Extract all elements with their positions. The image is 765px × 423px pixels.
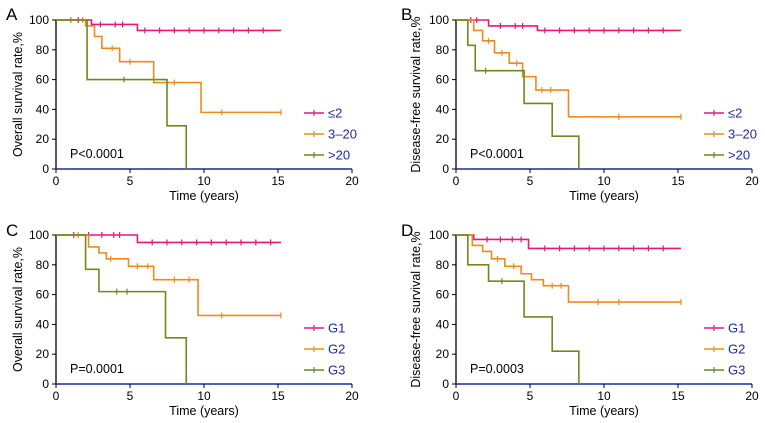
- survival-curve: [56, 19, 188, 169]
- y-tick-label: 100: [429, 228, 449, 242]
- survival-curve: [456, 234, 681, 303]
- survival-curve: [456, 234, 681, 250]
- y-tick-label: 20: [436, 347, 450, 361]
- panel-c: C 0 20 40 60 80 100 0 5 10 15 20 Time (years) Overall…: [6, 221, 359, 418]
- panel-d: D 0 20 40 60 80 100 0 5 10 15 20 Time (years) Disease…: [401, 221, 759, 418]
- legend-label: >20: [328, 148, 350, 163]
- y-tick-label: 60: [36, 73, 50, 87]
- panel-label: B: [401, 5, 412, 24]
- y-tick-label: 60: [436, 73, 450, 87]
- x-tick-label: 5: [127, 389, 134, 403]
- x-axis-label: Time (years): [569, 404, 639, 418]
- y-tick-label: 60: [436, 288, 450, 302]
- y-tick-label: 20: [36, 347, 50, 361]
- x-axis-label: Time (years): [569, 189, 639, 203]
- x-tick-label: 0: [453, 389, 460, 403]
- x-tick-label: 10: [197, 389, 211, 403]
- y-axis-label: Overall survival rate,%: [11, 247, 25, 372]
- legend-label: G3: [328, 363, 345, 378]
- x-axis-label: Time (years): [169, 404, 239, 418]
- survival-curve: [56, 19, 281, 114]
- y-tick-label: 0: [42, 162, 49, 176]
- y-tick-label: 0: [442, 377, 449, 391]
- legend-label: G2: [328, 342, 345, 357]
- panel-label: C: [6, 221, 18, 240]
- survival-curve: [56, 234, 281, 244]
- panel-label: D: [401, 221, 413, 240]
- y-axis-label: Disease-free survival rate,%: [409, 231, 423, 387]
- x-tick-label: 15: [271, 174, 285, 188]
- y-axis-label: Disease-free survival rate,%: [409, 16, 423, 172]
- y-tick-label: 100: [29, 228, 49, 242]
- legend-label: G2: [728, 342, 745, 357]
- panel-b: B 0 20 40 60 80 100 0 5 10 15 20 Time (years) Disease…: [401, 5, 759, 203]
- survival-curve: [456, 234, 580, 384]
- y-tick-label: 60: [36, 288, 50, 302]
- y-tick-label: 40: [36, 317, 50, 331]
- legend-label: ≤2: [328, 106, 342, 121]
- y-tick-label: 20: [36, 132, 50, 146]
- y-tick-label: 0: [442, 162, 449, 176]
- p-value: P<0.0001: [70, 147, 124, 161]
- y-axis-label: Overall survival rate,%: [11, 32, 25, 157]
- x-tick-label: 20: [345, 389, 359, 403]
- legend-label: >20: [728, 148, 750, 163]
- legend-label: ≤2: [728, 106, 742, 121]
- legend-label: G1: [728, 321, 745, 336]
- y-tick-label: 80: [436, 258, 450, 272]
- x-tick-label: 20: [345, 174, 359, 188]
- panel-a: A 0 20 40 60 80 100 0 5 10 15 20 Time (years) Overall…: [6, 5, 359, 203]
- x-axis-label: Time (years): [169, 189, 239, 203]
- legend-label: G1: [328, 321, 345, 336]
- x-tick-label: 10: [597, 389, 611, 403]
- legend-label: 3–20: [728, 127, 757, 142]
- y-tick-label: 40: [436, 102, 450, 116]
- y-tick-label: 40: [36, 102, 50, 116]
- y-tick-label: 80: [36, 43, 50, 57]
- y-tick-label: 80: [436, 43, 450, 57]
- x-tick-label: 10: [197, 174, 211, 188]
- x-tick-label: 15: [271, 389, 285, 403]
- y-tick-label: 40: [436, 317, 450, 331]
- legend-label: G3: [728, 363, 745, 378]
- survival-curve: [56, 234, 281, 317]
- x-tick-label: 20: [745, 174, 759, 188]
- x-tick-label: 0: [53, 389, 60, 403]
- survival-curve: [56, 234, 188, 384]
- x-tick-label: 10: [597, 174, 611, 188]
- x-tick-label: 5: [127, 174, 134, 188]
- panel-label: A: [6, 5, 18, 24]
- p-value: P<0.0001: [470, 147, 524, 161]
- x-tick-label: 15: [671, 389, 685, 403]
- x-tick-label: 5: [527, 174, 534, 188]
- survival-curve: [456, 19, 681, 32]
- y-tick-label: 80: [36, 258, 50, 272]
- p-value: P=0.0001: [70, 362, 124, 376]
- y-tick-label: 100: [429, 13, 449, 27]
- survival-curve: [456, 19, 681, 118]
- y-tick-label: 20: [436, 132, 450, 146]
- p-value: P=0.0003: [470, 362, 524, 376]
- x-tick-label: 20: [745, 389, 759, 403]
- x-tick-label: 0: [53, 174, 60, 188]
- y-tick-label: 100: [29, 13, 49, 27]
- x-tick-label: 5: [527, 389, 534, 403]
- y-tick-label: 0: [42, 377, 49, 391]
- legend-label: 3–20: [328, 127, 357, 142]
- x-tick-label: 0: [453, 174, 460, 188]
- survival-curve: [456, 19, 580, 169]
- x-tick-label: 15: [671, 174, 685, 188]
